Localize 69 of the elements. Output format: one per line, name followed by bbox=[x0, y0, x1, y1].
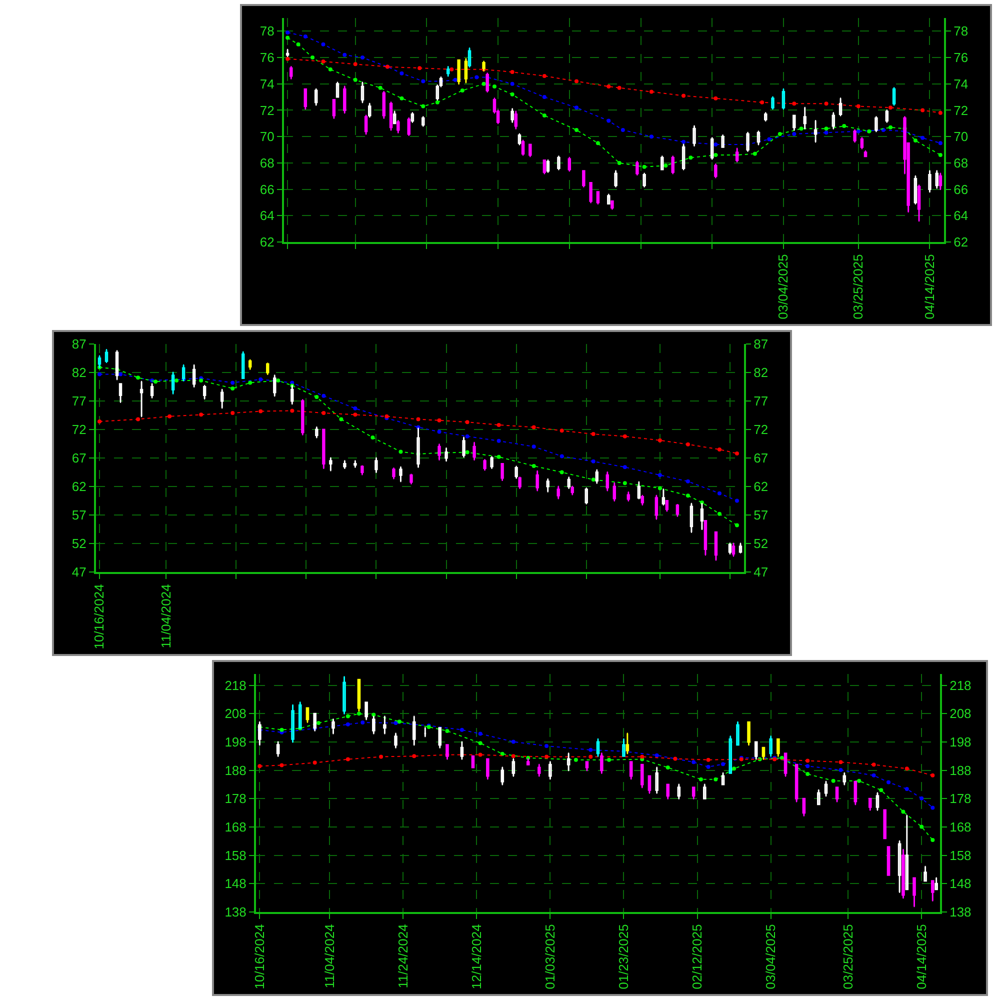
y2-tick-label: 218 bbox=[950, 678, 972, 693]
y-tick-label: 66 bbox=[260, 182, 274, 197]
y-tick-label: 178 bbox=[224, 791, 246, 806]
y2-tick-label: 57 bbox=[754, 508, 768, 523]
y-tick-label: 138 bbox=[224, 904, 246, 920]
y2-tick-label: 62 bbox=[954, 234, 968, 250]
y2-tick-label: 158 bbox=[950, 848, 972, 863]
y2-tick-label: 52 bbox=[754, 536, 768, 552]
y2-tick-label: 198 bbox=[950, 734, 972, 750]
y-tick-label: 52 bbox=[72, 536, 86, 552]
x-tick-label: 01/03/2025 bbox=[542, 924, 558, 990]
y2-tick-label: 72 bbox=[954, 102, 968, 118]
x-tick-label: 04/14/2025 bbox=[914, 924, 929, 990]
y2-tick-label: 74 bbox=[954, 76, 968, 92]
y-tick-label: 188 bbox=[224, 762, 246, 778]
y-tick-label: 74 bbox=[260, 76, 274, 92]
y2-tick-label: 72 bbox=[754, 422, 768, 438]
y-tick-label: 72 bbox=[72, 422, 86, 438]
x-tick-label: 04/14/2025 bbox=[922, 254, 937, 320]
y-tick-label: 72 bbox=[260, 102, 274, 118]
y-tick-label: 158 bbox=[224, 848, 246, 863]
x-tick-label: 01/23/2025 bbox=[616, 924, 631, 990]
x-tick-label: 11/24/2024 bbox=[395, 924, 410, 988]
y-tick-label: 208 bbox=[224, 706, 246, 722]
x-tick-label: 03/04/2025 bbox=[776, 254, 791, 320]
y-tick-label: 218 bbox=[224, 678, 246, 693]
x-tick-label: 11/04/2024 bbox=[322, 924, 337, 988]
y-tick-label: 87 bbox=[72, 336, 86, 352]
x-tick-label: 10/16/2024 bbox=[252, 924, 267, 990]
y-tick-label: 64 bbox=[260, 208, 274, 224]
y2-tick-label: 67 bbox=[754, 450, 768, 466]
x-tick-label: 12/14/2024 bbox=[468, 924, 484, 990]
y-tick-label: 62 bbox=[72, 479, 86, 494]
y2-tick-label: 178 bbox=[950, 791, 972, 806]
x-tick-label: 11/04/2024 bbox=[158, 584, 174, 648]
y-tick-label: 198 bbox=[224, 734, 246, 750]
y2-tick-label: 138 bbox=[950, 904, 972, 920]
y-tick-label: 168 bbox=[224, 820, 246, 835]
y2-tick-label: 70 bbox=[954, 129, 968, 144]
y-tick-label: 47 bbox=[72, 564, 86, 580]
x-tick-label: 10/16/2024 bbox=[92, 584, 107, 650]
y-tick-label: 70 bbox=[260, 129, 274, 144]
x-tick-label: 03/04/2025 bbox=[763, 924, 778, 990]
y2-tick-label: 87 bbox=[754, 336, 768, 352]
y2-tick-label: 82 bbox=[754, 365, 768, 380]
x-tick-label: 02/12/2025 bbox=[690, 924, 705, 990]
y-tick-label: 67 bbox=[72, 450, 86, 466]
y2-tick-label: 47 bbox=[754, 564, 768, 580]
y2-tick-label: 148 bbox=[950, 876, 972, 892]
y-tick-label: 76 bbox=[260, 50, 274, 66]
y-tick-label: 82 bbox=[72, 365, 86, 380]
y-tick-label: 68 bbox=[260, 155, 274, 170]
y2-tick-label: 64 bbox=[954, 208, 968, 224]
y2-tick-label: 62 bbox=[754, 479, 768, 494]
x-tick-label: 03/25/2025 bbox=[840, 924, 856, 990]
y-tick-label: 62 bbox=[260, 234, 274, 250]
x-tick-label: 03/25/2025 bbox=[850, 254, 866, 320]
y-tick-label: 78 bbox=[260, 24, 274, 39]
y2-tick-label: 208 bbox=[950, 706, 972, 722]
y2-tick-label: 78 bbox=[954, 24, 968, 39]
y-tick-label: 57 bbox=[72, 508, 86, 523]
y2-tick-label: 76 bbox=[954, 50, 968, 66]
y2-tick-label: 66 bbox=[954, 182, 968, 197]
y2-tick-label: 168 bbox=[950, 820, 972, 835]
y2-tick-label: 188 bbox=[950, 762, 972, 778]
y-tick-label: 77 bbox=[72, 394, 86, 409]
y2-tick-label: 77 bbox=[754, 394, 768, 409]
y-tick-label: 148 bbox=[224, 876, 246, 892]
y2-tick-label: 68 bbox=[954, 155, 968, 170]
